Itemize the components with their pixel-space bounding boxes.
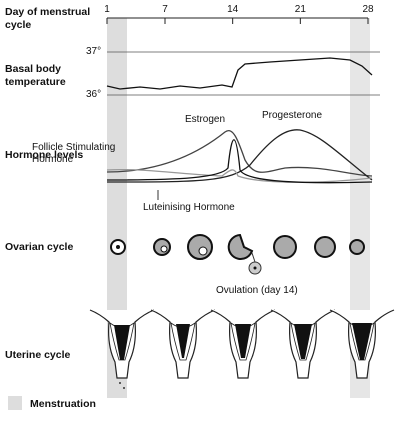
day-tick-label: 1 xyxy=(104,4,110,15)
axis-title: Day of menstrual cycle xyxy=(5,6,90,31)
legend-label: Menstruation xyxy=(30,398,96,410)
day-tick-label: 28 xyxy=(362,4,374,15)
uterus-stages xyxy=(89,309,395,389)
temp-curve xyxy=(106,57,373,90)
progesterone-curve xyxy=(106,129,373,183)
day-tick-label: 21 xyxy=(295,4,307,15)
leader xyxy=(251,252,256,263)
legend-swatch xyxy=(8,396,22,410)
curve-label: Follicle Stimulating Hormone xyxy=(32,142,115,165)
day-tick-label: 14 xyxy=(227,4,239,15)
row-label: Uterine cycle xyxy=(5,349,71,361)
ovum xyxy=(253,266,257,270)
curve-label: Estrogen xyxy=(185,114,225,125)
menses-band xyxy=(350,18,370,398)
estrogen-curve xyxy=(106,130,373,177)
menses-band xyxy=(107,18,127,398)
row-label: Basal body temperature xyxy=(5,63,66,88)
curve-label: Luteinising Hormone xyxy=(143,202,235,213)
row-label: Ovarian cycle xyxy=(5,241,73,253)
temp-tick: 37° xyxy=(86,46,101,57)
row-label: Hormone levels xyxy=(5,149,83,161)
day-tick-label: 7 xyxy=(162,4,168,15)
lh-curve xyxy=(106,139,373,184)
ovary-stages xyxy=(110,233,365,260)
curve-label: Progesterone xyxy=(262,110,322,121)
temp-tick: 36° xyxy=(86,89,101,100)
annotation: Ovulation (day 14) xyxy=(216,285,298,296)
